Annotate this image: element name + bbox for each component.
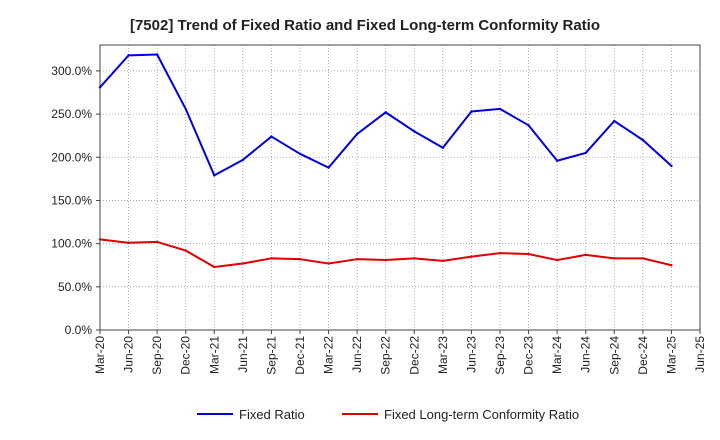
x-tick-label: Dec-22: [407, 336, 421, 375]
x-tick-label: Sep-21: [264, 336, 278, 375]
plot-frame: [99, 44, 701, 331]
x-tick-label: Sep-20: [150, 336, 164, 375]
data-point: [241, 262, 245, 265]
data-point: [184, 249, 187, 252]
data-point: [584, 253, 587, 257]
data-point: [127, 241, 130, 244]
x-tick-label: Jun-20: [122, 336, 136, 373]
data-point: [155, 53, 159, 56]
data-point: [327, 262, 330, 265]
data-point: [555, 159, 559, 162]
series-lines: [98, 53, 673, 269]
x-tick-label: Jun-23: [464, 336, 478, 373]
y-tick-label: 150.0%: [51, 193, 92, 207]
y-tick-label: 100.0%: [51, 237, 92, 251]
legend-label: Fixed Ratio: [239, 407, 305, 422]
x-tick-label: Mar-20: [93, 336, 107, 374]
data-point: [441, 146, 445, 149]
y-tick-label: 50.0%: [58, 280, 92, 294]
x-tick-label: Jun-22: [350, 336, 364, 373]
data-point: [270, 257, 273, 260]
data-point: [555, 258, 559, 262]
data-point: [213, 265, 216, 269]
data-point: [670, 164, 673, 168]
x-tick-label: Dec-20: [179, 336, 193, 375]
y-tick-label: 0.0%: [65, 323, 93, 337]
data-point: [98, 238, 102, 241]
data-point: [413, 257, 416, 260]
data-point: [498, 107, 502, 111]
data-point: [527, 124, 530, 127]
data-point: [98, 86, 102, 89]
x-tick-label: Sep-24: [607, 336, 621, 375]
x-tick-label: Jun-21: [236, 336, 250, 373]
y-tick-label: 200.0%: [51, 150, 92, 164]
x-tick-label: Sep-23: [493, 336, 507, 375]
x-tick-label: Jun-24: [579, 336, 593, 373]
data-point: [613, 257, 616, 260]
x-tick-label: Mar-25: [664, 336, 678, 374]
data-point: [384, 111, 387, 114]
data-point: [155, 240, 159, 244]
x-tick-label: Mar-21: [207, 336, 221, 374]
data-point: [298, 257, 302, 261]
data-point: [470, 110, 473, 113]
data-point: [613, 119, 616, 123]
x-tick-labels: Mar-20 Jun-20 Sep-20 Dec-20 Mar-21 Jun-21 Sep-…: [93, 336, 707, 375]
data-point: [213, 174, 216, 177]
data-point: [184, 107, 187, 111]
data-point: [441, 259, 445, 263]
x-tick-label: Mar-24: [550, 336, 564, 374]
data-point: [127, 54, 130, 57]
legend-label: Fixed Long-term Conformity Ratio: [384, 407, 579, 422]
chart-title: [7502] Trend of Fixed Ratio and Fixed Lo…: [130, 17, 600, 34]
x-tick-label: Mar-23: [436, 336, 450, 374]
data-point: [470, 255, 473, 258]
x-tick-label: Mar-22: [322, 336, 336, 374]
x-tick-label: Dec-21: [293, 336, 307, 375]
data-point: [298, 152, 302, 156]
x-tick-label: Sep-22: [379, 336, 393, 375]
x-tick-label: Dec-24: [636, 336, 650, 375]
x-tick-label: Dec-23: [522, 336, 536, 375]
grid: [100, 45, 700, 330]
y-tick-labels: 0.0% 50.0% 100.0% 150.0% 200.0% 250.0% 300.0%: [51, 64, 92, 337]
data-point: [355, 132, 359, 136]
axes: [96, 44, 701, 334]
data-point: [641, 257, 645, 260]
data-point: [413, 130, 416, 133]
data-point: [384, 258, 387, 262]
data-point: [355, 257, 359, 261]
y-tick-label: 250.0%: [51, 107, 92, 121]
data-point: [527, 252, 530, 256]
data-point: [670, 264, 673, 267]
data-point: [641, 138, 645, 142]
x-tick-label: Jun-25: [693, 336, 707, 373]
y-tick-label: 300.0%: [51, 64, 92, 78]
data-point: [584, 151, 587, 155]
legend: Fixed Ratio Fixed Long-term Conformity Ra…: [197, 407, 579, 422]
data-point: [241, 158, 245, 162]
data-point: [327, 166, 330, 169]
data-point: [270, 135, 273, 138]
data-point: [498, 251, 502, 255]
